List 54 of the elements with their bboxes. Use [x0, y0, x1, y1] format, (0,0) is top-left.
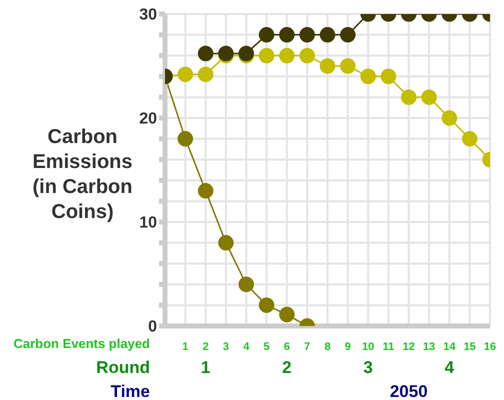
point — [462, 131, 478, 147]
text: Time — [110, 382, 150, 400]
x-tick-label: 7 — [304, 340, 310, 353]
x-tick-label: 16 — [484, 340, 496, 353]
point — [258, 48, 274, 64]
x-tick-label: 1 — [182, 340, 188, 353]
point — [198, 66, 214, 82]
point — [279, 48, 295, 64]
point — [360, 68, 376, 84]
point — [401, 89, 416, 105]
point — [299, 48, 315, 64]
point — [380, 68, 396, 84]
point — [258, 297, 274, 313]
point — [320, 58, 336, 74]
x-tick-label: 15 — [464, 340, 476, 353]
text: 2 — [281, 358, 293, 378]
x-tick-label: 3 — [222, 340, 229, 353]
point — [279, 27, 295, 43]
x-tick-label: 14 — [443, 340, 456, 353]
point — [299, 27, 315, 43]
point — [340, 58, 356, 74]
x-tick-label: 8 — [324, 340, 331, 353]
text: 4 — [444, 358, 456, 378]
x-tick-label: 2 — [202, 340, 209, 353]
text: 1 — [200, 358, 212, 378]
point — [320, 27, 336, 43]
point — [340, 27, 356, 43]
x-tick-label: 4 — [243, 340, 250, 353]
text: 3 — [362, 358, 374, 378]
point — [258, 27, 274, 43]
point — [218, 235, 234, 251]
x-tick-label: 13 — [422, 340, 436, 353]
point — [238, 276, 254, 292]
text: 2050 — [388, 382, 429, 400]
point — [442, 110, 458, 126]
point — [421, 89, 437, 105]
point — [279, 306, 295, 322]
point — [198, 46, 214, 62]
x-tick-label: 9 — [344, 340, 351, 353]
text: Round — [96, 358, 150, 378]
y-axis-title: Carbon Emissions (in Carbon Coins) — [32, 126, 133, 223]
x-tick-label: 12 — [402, 340, 415, 353]
point — [178, 66, 194, 82]
x-tick-label: 11 — [382, 340, 394, 353]
y-tick-label: 10 — [139, 214, 158, 232]
point — [178, 131, 194, 147]
text: Carbon Events played — [13, 335, 150, 353]
y-tick-label: 0 — [148, 318, 158, 336]
y-tick-label: 30 — [139, 6, 158, 24]
point — [198, 183, 214, 199]
x-tick-label: 10 — [362, 340, 374, 353]
x-tick-label: 6 — [284, 340, 290, 353]
y-tick-label: 20 — [139, 110, 158, 128]
x-tick-label: 5 — [264, 340, 270, 353]
